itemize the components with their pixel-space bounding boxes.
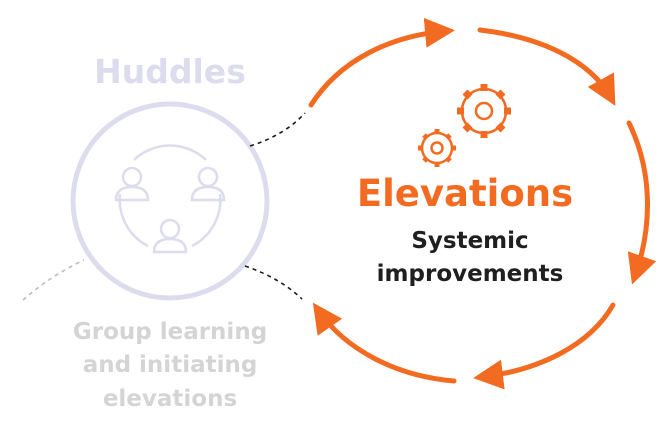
- faded-incoming-connector: [22, 259, 85, 301]
- elevations-description-line-2: improvements: [377, 261, 564, 287]
- huddles-inner-ring: [118, 144, 222, 248]
- elevations-title: Elevations: [357, 172, 573, 215]
- connector-top: [249, 112, 306, 147]
- cycle-arrow-top-left: [308, 17, 455, 108]
- cycle-arrow-top-right: [477, 27, 616, 106]
- connector-bottom: [244, 265, 303, 300]
- person-icon-right: [190, 166, 226, 202]
- person-icon-bottom: [152, 218, 188, 254]
- cycle-arrow-bottom-left: [312, 302, 457, 384]
- group-of-people-icon: [114, 166, 226, 254]
- elevations-cycle-arrows: [308, 17, 657, 390]
- huddles-description-line-1: Group learning: [73, 319, 267, 345]
- person-icon-left: [114, 166, 150, 202]
- large-gear-icon: [457, 84, 511, 138]
- gears-icon: [418, 84, 511, 167]
- elevations-description-line-1: Systemic: [411, 228, 528, 254]
- huddles-title: Huddles: [94, 52, 246, 91]
- huddles-circle: [70, 101, 270, 301]
- huddles-description-line-3: elevations: [103, 386, 237, 412]
- huddles-description-line-2: and initiating: [83, 352, 258, 378]
- small-gear-icon: [418, 129, 456, 167]
- cycle-arrow-bottom-right: [473, 302, 616, 390]
- cycle-arrow-right: [626, 120, 657, 285]
